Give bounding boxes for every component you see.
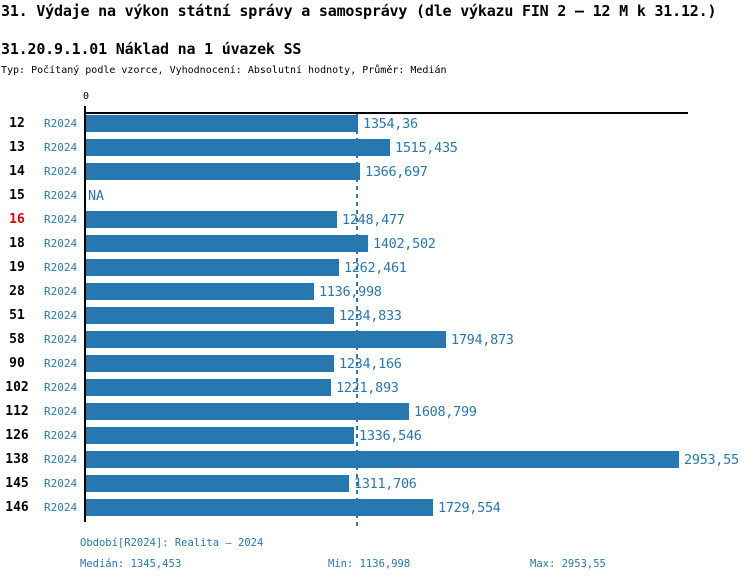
bar[interactable]	[86, 307, 334, 324]
row-label[interactable]: 14	[9, 164, 25, 179]
bar[interactable]	[86, 259, 339, 276]
row-label[interactable]: 19	[9, 260, 25, 275]
bar[interactable]	[86, 283, 314, 300]
period-label: R2024	[44, 141, 78, 154]
period-label: R2024	[44, 189, 78, 202]
page-title: 31. Výdaje na výkon státní správy a samo…	[1, 2, 717, 20]
row-label[interactable]: 146	[5, 500, 29, 515]
bar[interactable]	[86, 427, 354, 444]
indicator-type-line: Typ: Počítaný podle vzorce, Vyhodnocení:…	[1, 65, 447, 76]
value-label: 1608,799	[414, 404, 477, 420]
bar[interactable]	[86, 403, 409, 420]
row-label[interactable]: 16	[9, 212, 25, 227]
period-label: R2024	[44, 333, 78, 346]
bar[interactable]	[86, 379, 331, 396]
footer-stats-row: Medián: 1345,453 Min: 1136,998 Max: 2953…	[0, 558, 750, 574]
footer-max: Max: 2953,55	[530, 558, 606, 570]
chart-row: 28 R2024 1136,998	[0, 280, 750, 304]
x-axis-zero-tick-label: 0	[82, 91, 90, 102]
bar[interactable]	[86, 163, 360, 180]
row-label[interactable]: 28	[9, 284, 25, 299]
bar[interactable]	[86, 235, 368, 252]
period-label: R2024	[44, 309, 78, 322]
row-label[interactable]: 58	[9, 332, 25, 347]
period-label: R2024	[44, 381, 78, 394]
value-label: 1515,435	[395, 140, 458, 156]
chart-row: 145 R2024 1311,706	[0, 472, 750, 496]
row-label[interactable]: 18	[9, 236, 25, 251]
footer-median: Medián: 1345,453	[80, 558, 182, 570]
bar[interactable]	[86, 139, 390, 156]
row-label[interactable]: 102	[5, 380, 29, 395]
row-label[interactable]: 138	[5, 452, 29, 467]
value-label: 1136,998	[319, 284, 382, 300]
chart-row: 19 R2024 1262,461	[0, 256, 750, 280]
chart-row: 16 R2024 1248,477	[0, 208, 750, 232]
chart-row: 12 R2024 1354,36	[0, 112, 750, 136]
chart-row: 138 R2024 2953,55	[0, 448, 750, 472]
value-label: 1354,36	[363, 116, 418, 132]
row-label[interactable]: 15	[9, 188, 25, 203]
chart-row: 102 R2024 1221,893	[0, 376, 750, 400]
value-label: 1366,697	[365, 164, 428, 180]
chart-row: 90 R2024 1234,166	[0, 352, 750, 376]
row-label[interactable]: 51	[9, 308, 25, 323]
value-label: 1234,833	[339, 308, 402, 324]
period-label: R2024	[44, 285, 78, 298]
value-label: 1221,893	[336, 380, 399, 396]
x-axis-line	[84, 112, 688, 114]
bar[interactable]	[86, 451, 679, 468]
bar[interactable]	[86, 115, 358, 132]
chart-row: 58 R2024 1794,873	[0, 328, 750, 352]
y-axis-line	[84, 106, 86, 522]
period-label: R2024	[44, 501, 78, 514]
value-label: NA	[88, 188, 104, 204]
period-label: R2024	[44, 453, 78, 466]
chart-row: 18 R2024 1402,502	[0, 232, 750, 256]
value-label: 1402,502	[373, 236, 436, 252]
period-label: R2024	[44, 213, 78, 226]
value-label: 1262,461	[344, 260, 407, 276]
chart-row: 13 R2024 1515,435	[0, 136, 750, 160]
median-reference-line	[356, 114, 358, 528]
period-label: R2024	[44, 429, 78, 442]
bar[interactable]	[86, 475, 349, 492]
row-label[interactable]: 12	[9, 116, 25, 131]
chart-row: 146 R2024 1729,554	[0, 496, 750, 520]
period-label: R2024	[44, 117, 78, 130]
period-label: R2024	[44, 165, 78, 178]
period-label: R2024	[44, 405, 78, 418]
chart-row: 14 R2024 1366,697	[0, 160, 750, 184]
indicator-title: 31.20.9.1.01 Náklad na 1 úvazek SS	[1, 40, 302, 58]
bar[interactable]	[86, 331, 446, 348]
value-label: 1729,554	[438, 500, 501, 516]
row-label[interactable]: 112	[5, 404, 29, 419]
row-label[interactable]: 145	[5, 476, 29, 491]
value-label: 1794,873	[451, 332, 514, 348]
bar[interactable]	[86, 499, 433, 516]
period-label: R2024	[44, 357, 78, 370]
value-label: 1248,477	[342, 212, 405, 228]
value-label: 1336,546	[359, 428, 422, 444]
period-label: R2024	[44, 261, 78, 274]
footer-min: Min: 1136,998	[328, 558, 411, 570]
chart-row: 126 R2024 1336,546	[0, 424, 750, 448]
row-label[interactable]: 126	[5, 428, 29, 443]
period-label: R2024	[44, 477, 78, 490]
bar[interactable]	[86, 211, 337, 228]
period-label: R2024	[44, 237, 78, 250]
chart-row: 15 R2024 NA	[0, 184, 750, 208]
chart-row: 112 R2024 1608,799	[0, 400, 750, 424]
row-label[interactable]: 13	[9, 140, 25, 155]
footer-period-info: Období[R2024]: Realita – 2024	[80, 537, 264, 549]
row-label[interactable]: 90	[9, 356, 25, 371]
value-label: 2953,55	[684, 452, 739, 468]
bar[interactable]	[86, 355, 334, 372]
value-label: 1234,166	[339, 356, 402, 372]
chart-row: 51 R2024 1234,833	[0, 304, 750, 328]
value-label: 1311,706	[354, 476, 417, 492]
